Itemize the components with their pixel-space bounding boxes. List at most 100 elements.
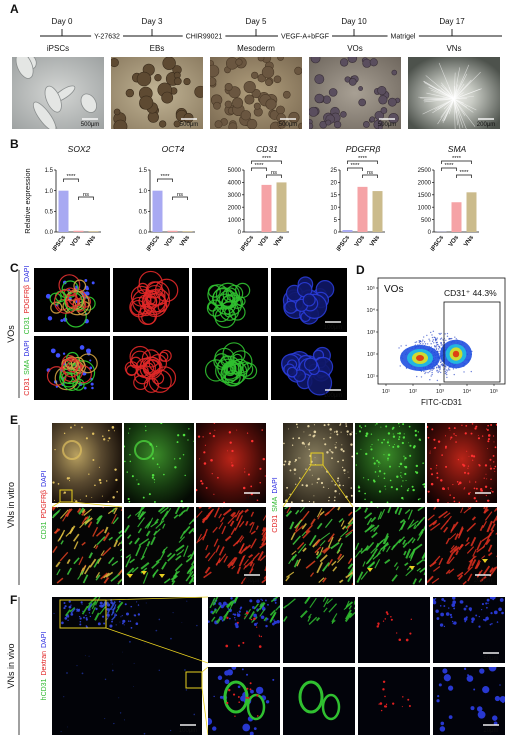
event-dot (447, 367, 450, 369)
vessel-fiber (178, 536, 186, 543)
vessel-fiber (476, 569, 483, 578)
cell (224, 100, 233, 108)
vessel-fiber (345, 521, 353, 529)
cell (469, 481, 471, 483)
cell (182, 433, 186, 437)
cell (447, 502, 449, 503)
vessel-fiber (261, 527, 266, 532)
cell (409, 444, 412, 447)
stage-label: EBs (150, 44, 165, 53)
vessel-fiber (166, 552, 173, 558)
cell (441, 597, 445, 601)
vessel-fiber (232, 539, 240, 547)
vessel-fiber (472, 549, 477, 557)
cell (234, 619, 236, 621)
cell (287, 428, 289, 430)
cell (463, 607, 467, 611)
y-tick-label: 2000 (418, 181, 432, 187)
cell (477, 435, 479, 436)
cell (250, 689, 254, 694)
category-label: VNs (368, 234, 381, 248)
cell (402, 696, 404, 698)
cell (328, 488, 330, 489)
event-dot (435, 345, 438, 347)
cell (499, 684, 501, 686)
organoid-cell (286, 366, 298, 378)
vessel-fiber (175, 544, 185, 552)
event-dot (433, 345, 436, 347)
cell (201, 482, 204, 485)
cell (85, 617, 88, 620)
vessel-fiber (111, 604, 117, 614)
cell (365, 432, 369, 435)
cell (290, 501, 293, 503)
sprout (448, 98, 455, 115)
cell (128, 500, 131, 503)
cell (89, 615, 92, 618)
organoid-cell (231, 358, 249, 377)
vessel-fiber (189, 549, 194, 559)
cell (376, 423, 378, 425)
vessel-fiber (171, 580, 176, 585)
significance-bracket (441, 167, 457, 171)
vessel-fiber (127, 534, 132, 539)
cell (259, 481, 261, 484)
cell (397, 432, 399, 435)
vessel-fiber (110, 611, 115, 616)
cell (492, 454, 495, 457)
cell (102, 435, 104, 437)
organoid-cell (145, 281, 164, 299)
cell (130, 605, 133, 608)
cell (436, 699, 440, 703)
vessel-fiber (60, 509, 69, 519)
vessel-fiber (53, 528, 61, 534)
scale-bar-label: 100μm (324, 393, 342, 399)
vessel-fiber (111, 513, 117, 524)
sprout (453, 98, 459, 126)
cell (408, 488, 410, 490)
cell (380, 107, 388, 114)
vessel-fiber (66, 558, 71, 565)
vessel-fiber (269, 609, 276, 616)
vessel-fiber (355, 542, 360, 551)
cell (493, 467, 495, 470)
vessel-fiber (66, 567, 72, 576)
cell (378, 490, 382, 493)
y-tick-label: 0 (334, 230, 338, 236)
vessel-fiber (496, 508, 497, 511)
cell (63, 491, 66, 494)
cell (470, 706, 475, 711)
organoid-cell (142, 289, 166, 313)
event-dot (446, 335, 449, 337)
y-tick-label: 10³ (367, 330, 375, 336)
vessel-fiber (172, 570, 180, 578)
vessel-fiber (127, 514, 132, 519)
cell (399, 462, 403, 466)
organoid-cell (133, 375, 149, 391)
x-tick-label: 10¹ (382, 389, 390, 395)
vessel-fiber (101, 547, 112, 557)
cell (338, 484, 341, 487)
organoid-cell (221, 294, 236, 309)
vessel-fiber (79, 567, 84, 576)
cell (226, 669, 233, 676)
vessel-fiber (192, 517, 194, 522)
scale-bar-label: 500μm (81, 122, 99, 128)
chart-title: SMA (448, 144, 467, 154)
event-dot (455, 338, 457, 340)
cell (377, 461, 380, 464)
cell (256, 622, 258, 624)
cell (85, 625, 88, 627)
sprout (453, 98, 468, 108)
vessel-fiber (72, 533, 80, 542)
event-dot (428, 370, 431, 373)
vessel-fiber (248, 568, 254, 575)
cell (403, 459, 405, 461)
organoid-cell (62, 372, 81, 391)
cell (403, 455, 405, 457)
vessel-fiber (407, 519, 415, 530)
cell (453, 621, 457, 625)
cell (390, 618, 393, 621)
cell (481, 435, 484, 437)
cell (255, 686, 264, 695)
